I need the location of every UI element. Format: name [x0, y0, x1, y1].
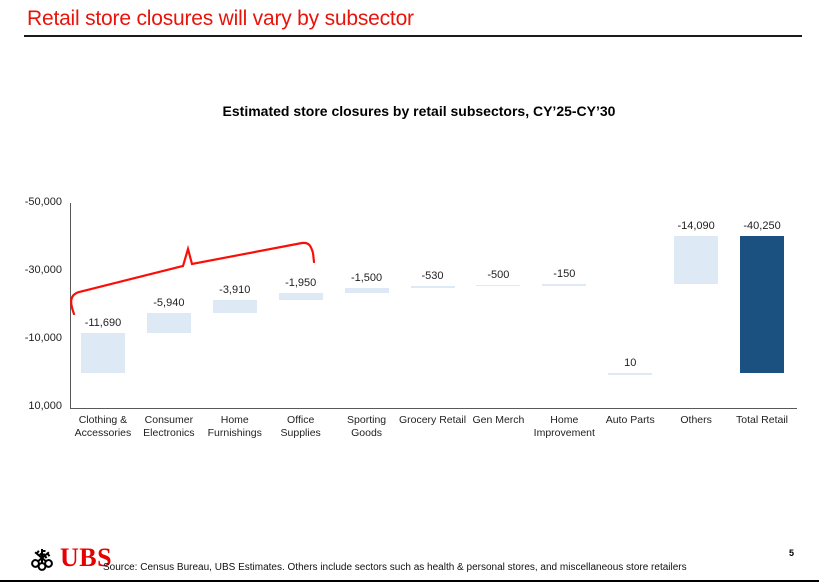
- chart-title: Estimated store closures by retail subse…: [222, 103, 616, 119]
- waterfall-bar: [542, 284, 587, 286]
- waterfall-bar: [740, 236, 785, 373]
- x-category-label: Auto Parts: [605, 414, 655, 426]
- waterfall-bar: [344, 288, 389, 294]
- x-category-label: Consumer Electronics: [143, 414, 195, 439]
- x-category-label: Others: [680, 414, 712, 426]
- waterfall-bar: [278, 293, 323, 300]
- waterfall-bar: [146, 313, 191, 334]
- data-label: -5,940: [153, 297, 185, 310]
- data-label: -500: [487, 268, 510, 281]
- waterfall-bar: [80, 333, 125, 373]
- x-category-label: Grocery Retail: [398, 414, 467, 426]
- x-category-label: Office Supplies: [280, 414, 321, 439]
- data-label: -150: [553, 268, 576, 281]
- waterfall-bar: [212, 299, 257, 314]
- bottom-border: [0, 580, 819, 582]
- key-icon: [31, 551, 51, 568]
- waterfall-bar: [410, 286, 455, 289]
- y-tick-label: -10,000: [24, 332, 62, 344]
- y-tick-label: 10,000: [28, 400, 62, 412]
- ubs-logo-text: UBS: [60, 543, 113, 572]
- x-category-label: Sporting Goods: [347, 414, 387, 439]
- data-label: -530: [421, 270, 444, 283]
- waterfall-bar: [476, 284, 521, 287]
- source-note: Source: Census Bureau, UBS Estimates. Ot…: [103, 562, 687, 573]
- waterfall-bar: [674, 236, 719, 285]
- data-label: -1,500: [350, 272, 383, 285]
- page-title: Retail store closures will vary by subse…: [27, 7, 414, 30]
- data-label: -40,250: [743, 220, 781, 233]
- y-tick-label: -30,000: [24, 264, 62, 276]
- x-category-label: Home Furnishings: [207, 414, 262, 439]
- x-category-label: Clothing & Accessories: [74, 414, 132, 439]
- ubs-three-keys-icon: [31, 549, 53, 571]
- key-icon: [34, 550, 53, 568]
- data-label: -14,090: [677, 220, 715, 233]
- data-label: 10: [624, 357, 637, 369]
- page-number: 5: [789, 548, 795, 558]
- x-category-label: Total Retail: [736, 414, 788, 426]
- data-label: -11,690: [84, 317, 122, 330]
- x-category-label: Home Improvement: [533, 414, 595, 439]
- x-category-label: Gen Merch: [472, 414, 525, 426]
- waterfall-bar: [608, 373, 653, 375]
- title-underline: [24, 35, 802, 37]
- y-tick-label: -50,000: [24, 196, 62, 208]
